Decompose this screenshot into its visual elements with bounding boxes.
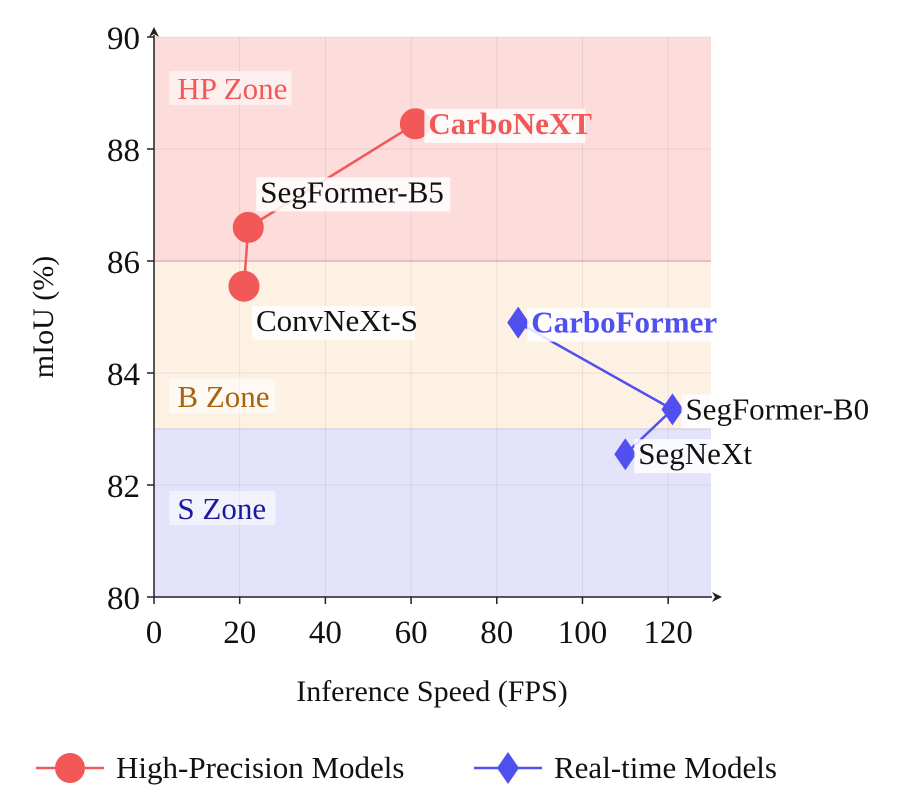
y-axis-arrow-icon [149,27,159,37]
y-tick-label-80: 80 [107,581,140,617]
y-axis-title: mIoU (%) [27,256,60,378]
point-marker-0-0 [228,270,260,302]
zone-label-bg-1 [169,379,276,413]
x-tick-label-60: 60 [395,615,428,651]
x-tick-label-0: 0 [146,615,163,651]
point-marker-1-2 [507,306,530,339]
point-label-1-0: SegNeXt [638,436,752,471]
legend-diamond-icon [497,752,519,784]
y-tick-label-84: 84 [107,357,140,393]
point-label-bg-1-1 [681,394,876,429]
zone-label-0: HP Zone [177,71,287,106]
point-label-0-2: CarboNeXT [428,106,592,141]
x-tick-label-120: 120 [643,615,693,651]
zone-label-bg-0 [169,71,292,105]
point-labels: ConvNeXt-S SegFormer-B5 CarboNeXT SegNeXt Se… [251,106,876,474]
point-marker-0-1 [232,211,264,243]
x-axis-title: Inference Speed (FPS) [296,675,568,708]
x-tick-label-100: 100 [558,615,608,651]
point-label-1-2: CarboFormer [531,305,717,340]
legend: High-Precision Models Real-time Models [36,750,777,785]
x-tick-label-20: 20 [223,615,256,651]
point-label-bg-1-0 [634,439,751,474]
point-label-0-0: ConvNeXt-S [256,303,418,338]
point-marker-1-0 [614,438,637,471]
point-label-bg-0-2 [424,108,586,143]
data-series [228,108,684,471]
zone-label-bg-2 [169,491,276,525]
y-tick-label-88: 88 [107,133,140,169]
x-axis-arrow-icon [712,592,722,602]
point-label-bg-1-2 [527,307,723,342]
zone-labels: HP Zone B Zone S Zone [169,71,292,526]
y-tick-label-82: 82 [107,469,140,505]
point-label-bg-0-1 [256,177,451,212]
x-tick-label-40: 40 [309,615,342,651]
point-label-0-1: SegFormer-B5 [260,174,444,209]
legend-circle-icon [55,753,85,783]
y-tick-label-90: 90 [107,21,140,57]
point-label-1-1: SegFormer-B0 [685,391,869,426]
axes: 0 20 40 60 80 100 120 80 82 84 86 88 90 [107,21,722,651]
zone-label-2: S Zone [177,491,266,526]
y-tick-label-86: 86 [107,245,140,281]
legend-label-1: Real-time Models [554,750,777,785]
x-tick-label-80: 80 [480,615,513,651]
point-marker-1-1 [661,393,684,426]
legend-label-0: High-Precision Models [116,750,404,785]
zone-label-1: B Zone [177,379,269,414]
point-label-bg-0-0 [251,306,415,341]
